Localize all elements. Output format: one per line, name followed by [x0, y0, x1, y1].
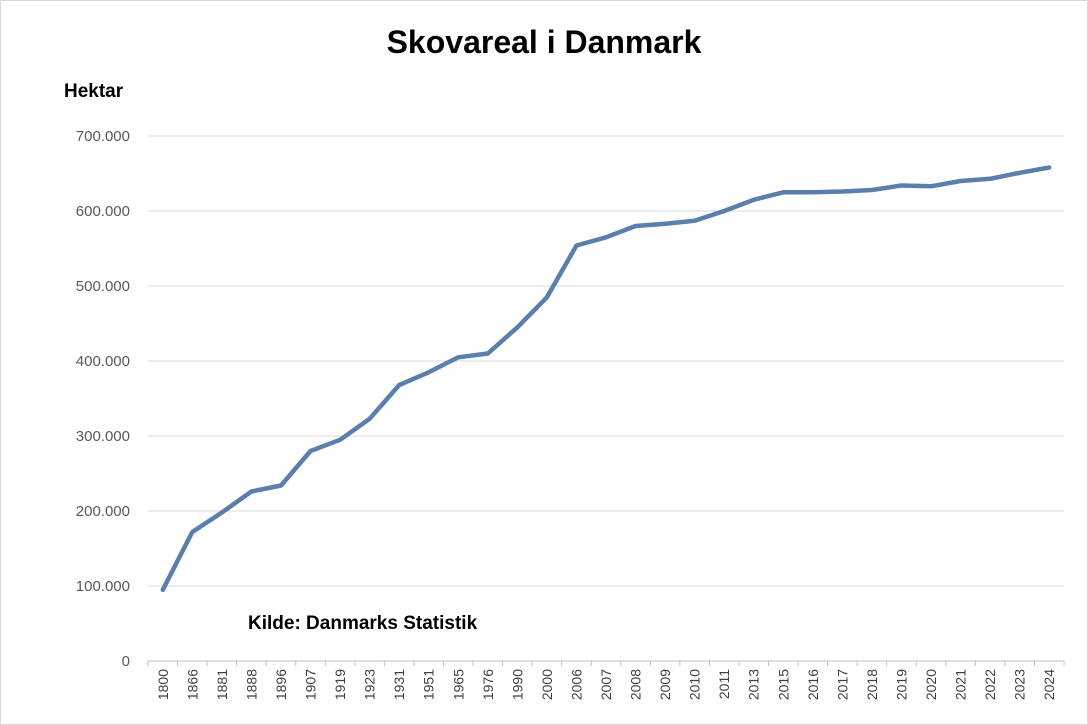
x-tick-label: 1919 [332, 669, 348, 700]
x-tick-label: 1951 [421, 669, 437, 700]
x-tick-label: 2010 [687, 669, 703, 700]
x-tick-label: 2009 [657, 669, 673, 700]
x-tick-label: 2016 [805, 669, 821, 700]
data-point [633, 224, 638, 228]
data-point [1017, 170, 1022, 175]
data-point [426, 370, 431, 375]
data-point [249, 489, 254, 494]
x-tick-label: 2013 [746, 669, 762, 700]
x-tick-label: 1866 [184, 669, 200, 700]
x-tick-label: 1931 [391, 669, 407, 700]
y-tick-label: 600.000 [76, 203, 130, 220]
x-tick-label: 2015 [775, 669, 791, 700]
series-line [160, 165, 1052, 593]
data-point [988, 176, 992, 181]
data-point [220, 510, 224, 515]
x-tick-label: 2021 [953, 669, 969, 700]
x-tick-label: 1881 [214, 669, 230, 700]
x-tick-label: 1888 [243, 669, 259, 700]
source-note: Kilde: Danmarks Statistik [248, 613, 478, 634]
data-point [545, 295, 549, 300]
x-tick-label: 2023 [1012, 669, 1028, 700]
data-point [929, 184, 933, 189]
x-tick-label: 2011 [716, 669, 732, 699]
x-tick-label: 1907 [303, 669, 319, 700]
y-tick-label: 500.000 [76, 278, 130, 295]
data-point [604, 235, 608, 240]
x-tick-label: 1896 [273, 669, 289, 700]
x-tick-label: 2019 [893, 669, 909, 700]
y-tick-label: 200.000 [76, 503, 130, 520]
y-tick-label: 0 [122, 653, 130, 670]
data-point [397, 383, 401, 387]
data-point [515, 325, 520, 330]
y-tick-label: 700.000 [76, 128, 130, 145]
data-point [692, 218, 697, 223]
y-tick-label: 300.000 [76, 428, 130, 445]
y-axis-unit-label: Hektar [64, 81, 124, 102]
data-point [811, 190, 815, 195]
data-point [367, 416, 372, 421]
data-point [722, 209, 726, 213]
data-point [663, 221, 667, 226]
data-point [338, 437, 342, 442]
data-point [190, 530, 195, 534]
x-tick-label: 2008 [628, 669, 644, 700]
y-axis-ticks: 0 100.000 200.000 300.000 400.000 500.000 600.… [76, 128, 130, 670]
data-point [308, 449, 313, 453]
data-point [958, 179, 963, 183]
data-point [456, 355, 461, 360]
chart-title: Skovareal i Danmark [387, 24, 702, 60]
x-tick-label: 1990 [509, 669, 525, 700]
x-tick-label: 2006 [568, 669, 584, 700]
x-tick-label: 2024 [1041, 669, 1057, 700]
x-tick-label: 1800 [155, 669, 171, 700]
data-point [486, 351, 490, 356]
x-tick-label: 2017 [834, 669, 850, 700]
x-tick-label: 1923 [362, 669, 378, 700]
y-tick-label: 400.000 [76, 353, 130, 370]
data-point [870, 188, 874, 192]
data-point [279, 483, 283, 488]
data-point [781, 190, 786, 195]
x-tick-label: 2007 [598, 669, 614, 700]
data-point [751, 197, 756, 202]
x-tick-label: 1965 [450, 669, 466, 700]
data-point [1047, 165, 1052, 170]
y-tick-label: 100.000 [76, 578, 130, 595]
gridlines [148, 135, 1064, 662]
data-point [840, 189, 845, 194]
x-tick-label: 2022 [982, 669, 998, 700]
x-tick-label: 2000 [539, 669, 555, 700]
data-point [574, 243, 579, 248]
data-point [160, 587, 165, 592]
series-layer [160, 165, 1052, 593]
x-axis-ticks: 1800 1866 1881 1888 1896 1907 1919 1923 1931 1951… [147, 661, 1065, 700]
x-tick-label: 1976 [480, 669, 496, 700]
x-tick-label: 2020 [923, 669, 939, 700]
data-point [899, 183, 904, 188]
x-tick-label: 2018 [864, 669, 880, 700]
